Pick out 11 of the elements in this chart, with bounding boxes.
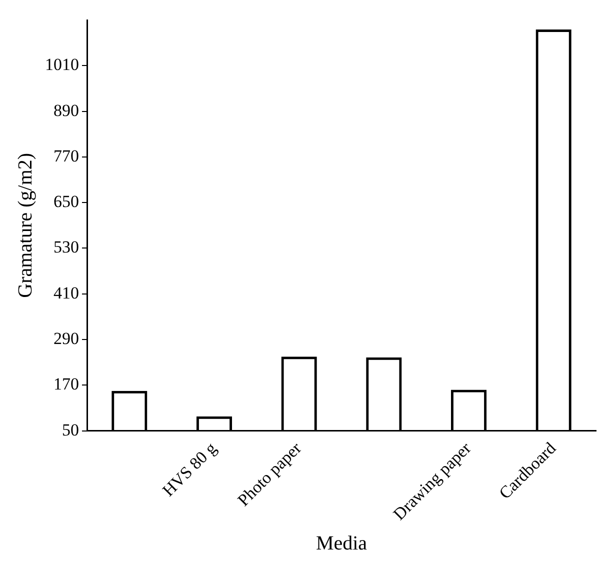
y-tick-label: 50 <box>62 420 79 440</box>
y-tick-label: 290 <box>54 328 79 348</box>
y-tick-label: 410 <box>54 283 79 302</box>
y-tick-label: 1010 <box>45 55 79 74</box>
y-tick-label: 650 <box>54 192 79 212</box>
y-tick-label: 170 <box>54 374 79 394</box>
y-tick-label: 770 <box>54 146 79 166</box>
x-axis-title: Media <box>316 532 368 554</box>
y-tick-label: 530 <box>54 238 79 257</box>
y-axis-title: Gramature (g/m2) <box>14 152 36 298</box>
y-tick-label: 890 <box>54 100 79 120</box>
